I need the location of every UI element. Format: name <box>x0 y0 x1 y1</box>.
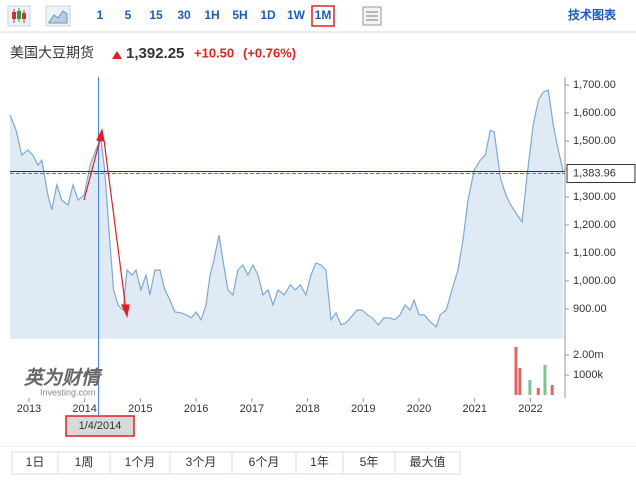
y-tick-label: 1,700.00 <box>573 79 616 91</box>
interval-button[interactable]: 1 <box>97 8 104 22</box>
range-label[interactable]: 5年 <box>360 455 379 469</box>
x-tick-label: 2017 <box>240 403 264 415</box>
y-tick-label: 1,100.00 <box>573 247 616 259</box>
change: +10.50 <box>194 45 234 60</box>
x-tick-label: 2019 <box>351 403 375 415</box>
interval-button[interactable]: 5H <box>232 8 247 22</box>
y-tick-label: 1,000.00 <box>573 275 616 287</box>
price: 1,392.25 <box>126 45 184 62</box>
x-tick-label: 2016 <box>184 403 208 415</box>
range-label[interactable]: 最大值 <box>409 454 445 469</box>
candle-icon[interactable] <box>7 5 31 27</box>
active-interval-box <box>311 5 335 27</box>
volume-bar <box>514 347 518 395</box>
price-area <box>10 90 564 338</box>
crosshair-label: 1/4/2014 <box>79 420 122 432</box>
range-label[interactable]: 1日 <box>26 455 45 469</box>
range-label[interactable]: 1年 <box>310 455 329 469</box>
y-tick-label: 1,600.00 <box>573 107 616 119</box>
x-tick-label: 2021 <box>462 403 486 415</box>
volume-bar <box>543 365 547 395</box>
volume-tick-label: 1000k <box>573 369 603 381</box>
y-tick-label: 1,500.00 <box>573 135 616 147</box>
table-icon[interactable] <box>362 6 382 26</box>
range-divider <box>0 446 636 447</box>
interval-button[interactable]: 1D <box>260 8 276 22</box>
range-label[interactable]: 1周 <box>75 455 94 469</box>
price-line <box>9 89 564 328</box>
x-tick-label: 2018 <box>295 403 319 415</box>
volume-bar <box>528 380 532 395</box>
y-tick-label: 1,200.00 <box>573 219 616 231</box>
range-label[interactable]: 1个月 <box>125 455 156 469</box>
volume-bar <box>536 388 540 395</box>
x-tick-label: 2014 <box>72 403 96 415</box>
interval-button[interactable]: 1M <box>315 8 332 22</box>
current-price-box <box>566 164 636 184</box>
watermark-brand: 英为财情 <box>24 367 103 389</box>
crosshair-label-box <box>65 415 135 437</box>
range-button[interactable] <box>394 451 461 475</box>
change-percent: (+0.76%) <box>243 45 296 60</box>
up-arrow <box>112 51 122 59</box>
y-tick-label: 900.00 <box>573 303 607 315</box>
volume-bar <box>550 385 554 395</box>
instrument-name: 美国大豆期货 <box>10 45 94 61</box>
user-arrows <box>83 128 130 318</box>
x-tick-label: 2020 <box>407 403 431 415</box>
volume-tick-label: 2.00m <box>573 349 604 361</box>
range-label[interactable]: 3个月 <box>186 455 217 469</box>
interval-button[interactable]: 1H <box>204 8 219 22</box>
current-price-label: 1,383.96 <box>573 167 616 179</box>
interval-button[interactable]: 1W <box>287 8 306 22</box>
range-label[interactable]: 6个月 <box>249 455 280 469</box>
interval-button[interactable]: 5 <box>125 8 132 22</box>
area-icon[interactable] <box>45 5 71 27</box>
x-tick-label: 2015 <box>128 403 152 415</box>
interval-button[interactable]: 30 <box>177 8 191 22</box>
watermark-site: Investing.com <box>40 387 96 397</box>
x-tick-label: 2013 <box>17 403 41 415</box>
volume-bar <box>518 368 522 395</box>
y-tick-label: 1,300.00 <box>573 191 616 203</box>
interval-button[interactable]: 15 <box>149 8 163 22</box>
x-tick-label: 2022 <box>518 403 542 415</box>
technical-chart-link[interactable]: 技术图表 <box>568 7 617 22</box>
